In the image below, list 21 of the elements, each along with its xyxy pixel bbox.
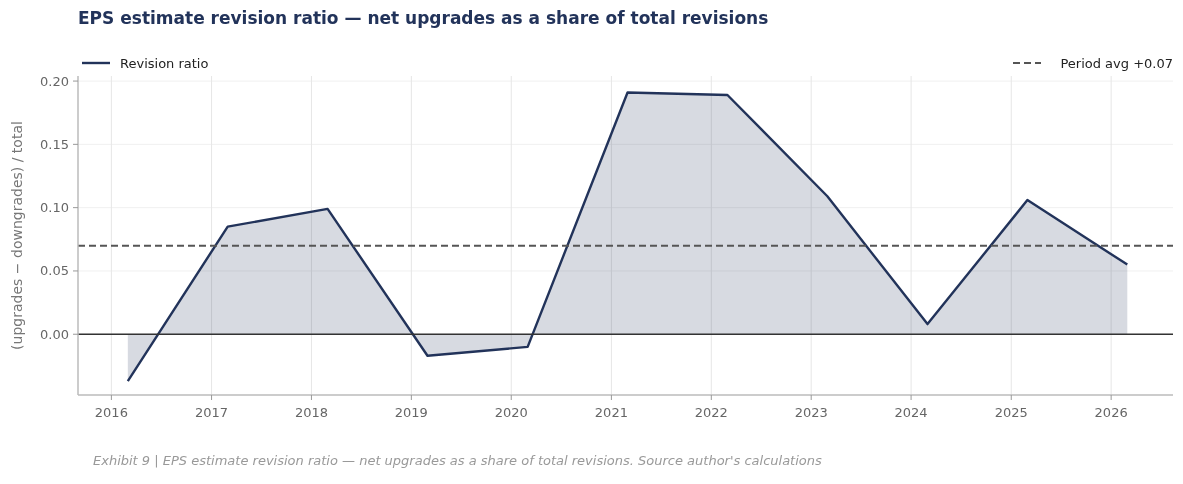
- x-tick-label: 2023: [794, 405, 828, 420]
- x-tick-label: 2026: [1094, 405, 1128, 420]
- y-axis-title: (upgrades − downgrades) / total: [9, 121, 25, 350]
- y-tick-label: 0.00: [40, 326, 69, 342]
- text: Exhibit 9 | EPS estimate revision ratio — net upgrades as a share of total revisions. Source author's calculations: [93, 453, 822, 468]
- x-tick-label: 2024: [894, 405, 928, 420]
- legend-label: Revision ratio: [120, 55, 209, 71]
- x-tick-label: 2017: [195, 405, 229, 420]
- x-tick-label: 2019: [394, 405, 428, 420]
- y-tick-label: 0.10: [40, 200, 69, 216]
- x-tick-label: 2016: [94, 405, 128, 420]
- y-tick-label: 0.05: [40, 263, 69, 279]
- y-tick-label: 0.20: [40, 73, 69, 89]
- x-tick-label: 2018: [294, 405, 328, 420]
- x-tick-label: 2025: [994, 405, 1028, 420]
- x-tick-label: 2021: [594, 405, 628, 420]
- chart-title: EPS estimate revision ratio — net upgrades as a share of total revisions: [78, 8, 769, 28]
- legend-label: Period avg +0.07: [1060, 55, 1173, 71]
- y-tick-label: 0.15: [40, 136, 69, 152]
- x-tick-label: 2022: [694, 405, 728, 420]
- x-tick-label: 2020: [494, 405, 528, 420]
